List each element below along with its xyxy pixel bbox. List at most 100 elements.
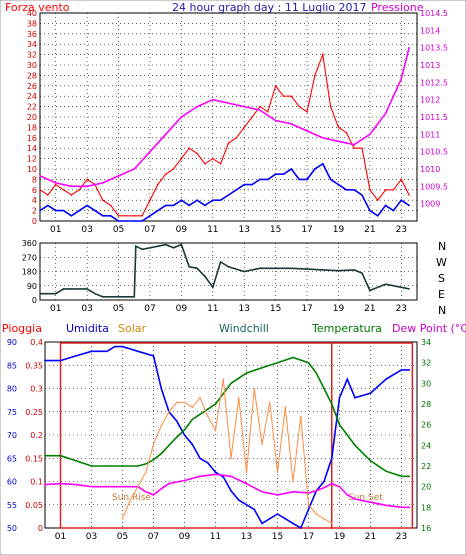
chart3-series-dewpoint-point-9 <box>160 487 163 490</box>
chart3-series-dewpoint-point-25 <box>354 498 356 500</box>
chart1-left-tick-38: 38 <box>27 19 37 28</box>
chart3-series-temperatura-point-12 <box>183 429 186 431</box>
chart3-temp-tick-18: 18 <box>421 503 431 512</box>
chart1-series-pressure-point-11 <box>212 98 214 101</box>
chart1-series-pressure-point-5 <box>117 175 120 177</box>
chart1-series-gust-point-6 <box>86 178 88 181</box>
chart3-rain-tick-0.25: 0.25 <box>25 408 43 417</box>
chart1-series-pressure-point-6 <box>133 168 136 170</box>
chart3-series-humidity-point-20 <box>245 504 248 506</box>
chart3-series-dewpoint-point-7 <box>145 491 147 493</box>
chart3-temp-tick-28: 28 <box>421 400 431 409</box>
chart1-series-gust-point-34 <box>306 111 308 113</box>
chart3-xtick-19: 19 <box>334 532 346 542</box>
chart3-series-temperatura-point-19 <box>238 377 240 380</box>
chart3-series-temperatura-point-15 <box>207 408 209 411</box>
chart1-series-wind-point-9 <box>109 215 112 217</box>
chart3-series-humidity-point-1 <box>59 359 62 362</box>
chart3-series-solar-point-15 <box>238 397 240 399</box>
chart1-left-tick-18: 18 <box>27 123 37 132</box>
chart2-series-direction-point-17 <box>204 275 206 278</box>
chart2-series-direction-point-19 <box>219 261 222 263</box>
chart1-series-pressure-point-18 <box>322 137 324 139</box>
chart3-series-humidity-point-17 <box>222 476 225 478</box>
legend-windchill: Windchill <box>219 322 269 335</box>
chart3-series-temperatura-point-14 <box>199 413 201 416</box>
chart1-xtick-09: 09 <box>176 225 188 235</box>
chart3-series-temperatura-point-27 <box>331 403 333 405</box>
legend-dewpoint: Dew Point (°C) <box>392 322 466 335</box>
chart1-series-pressure-point-20 <box>353 143 356 146</box>
chart1-series-wind <box>39 162 410 222</box>
chart1-left-tick-22: 22 <box>27 103 37 112</box>
chart1-series-pressure-point-12 <box>227 102 230 104</box>
compass-w: W <box>436 256 447 269</box>
chart1-left-tick-28: 28 <box>27 71 37 80</box>
chart3-temp-tick-32: 32 <box>421 359 431 368</box>
chart2-series-direction-point-33 <box>408 288 410 290</box>
chart3-xtick-13: 13 <box>241 532 252 542</box>
chart3-series-solar <box>122 379 333 524</box>
chart2-series-direction-point-0 <box>39 292 41 295</box>
chart2-series-direction-point-16 <box>196 267 198 270</box>
chart1-series-wind-point-43 <box>376 215 379 217</box>
chart2-series-direction-point-27 <box>337 269 340 272</box>
chart3-series-dewpoint-point-0 <box>44 483 46 486</box>
chart1-series-wind-point-11 <box>125 220 128 222</box>
chart1-series-pressure-point-8 <box>164 133 167 136</box>
chart1-left-tick-2: 2 <box>32 207 37 216</box>
chart1-series-wind-point-42 <box>369 209 371 212</box>
chart1-series-pressure-point-16 <box>290 123 293 125</box>
chart1-series-wind-point-40 <box>353 189 356 191</box>
chart1-series-pressure-point-4 <box>102 182 104 184</box>
chart2-series-direction-point-31 <box>384 283 387 286</box>
chart3-temp-tick-26: 26 <box>421 421 431 430</box>
chart1-series-wind-point-33 <box>298 178 301 181</box>
chart1-series-gust-point-11 <box>125 215 128 217</box>
chart1-xtick-23: 23 <box>396 225 407 235</box>
chart3-humidity-tick-80: 80 <box>7 385 17 394</box>
chart3-series-solar-point-20 <box>276 471 279 474</box>
chart3-series-humidity-point-34 <box>354 397 356 399</box>
chart3-series-dewpoint-point-15 <box>245 482 248 485</box>
chart2-left-tick-180: 180 <box>22 268 37 277</box>
chart1-series-wind-point-38 <box>337 183 340 186</box>
chart2-series-direction-point-24 <box>290 267 293 270</box>
chart1-series-gust-point-42 <box>369 189 371 191</box>
chart1-series-wind-point-1 <box>47 204 49 207</box>
chart3-series-solar-point-8 <box>183 401 186 404</box>
chart2-series-direction-point-2 <box>62 288 65 290</box>
chart1-series-wind-point-32 <box>290 168 293 170</box>
chart1-left-tick-34: 34 <box>27 40 37 49</box>
chart2-xtick-05: 05 <box>113 304 124 314</box>
chart3-series-dewpoint-point-23 <box>338 485 341 488</box>
chart1-series-wind-point-47 <box>408 204 410 207</box>
chart3-series-temperatura-point-24 <box>307 361 310 364</box>
chart2-xtick-17: 17 <box>301 304 312 314</box>
chart1-series-gust-point-17 <box>172 168 175 170</box>
chart1-series-gust-point-36 <box>322 53 324 56</box>
chart3-series-temperatura-point-10 <box>168 444 170 447</box>
chart2-series-direction-point-25 <box>306 268 308 270</box>
chart1-series-wind-point-30 <box>274 173 277 175</box>
chart3-series-solar-point-26 <box>323 517 325 520</box>
chart3-series-humidity-point-0 <box>44 359 46 362</box>
chart1-series-gust-point-20 <box>196 152 198 155</box>
chart1-left-tick-24: 24 <box>27 92 37 101</box>
chart3-series-temperatura-point-4 <box>106 465 108 467</box>
chart1-xtick-21: 21 <box>364 225 375 235</box>
chart1-right-label: Pressione <box>371 1 424 14</box>
chart1-right-tick-1011.5: 1011.5 <box>420 113 448 122</box>
chart3-humidity-tick-50: 50 <box>7 524 17 533</box>
chart3-series-dewpoint-point-26 <box>369 501 372 504</box>
chart2-series-direction-point-12 <box>164 243 167 246</box>
chart1-series-wind-point-7 <box>94 209 96 212</box>
chart1-series-wind-point-16 <box>164 204 167 207</box>
chart3-series-solar-point-16 <box>245 471 248 474</box>
chart3-series-dewpoint-point-10 <box>168 482 170 485</box>
chart1-right-tick-1009: 1009 <box>420 200 440 209</box>
chart1-series-gust-point-40 <box>353 147 356 149</box>
chart3-series-temperatura-point-20 <box>245 372 248 374</box>
chart1-series-wind-point-23 <box>219 199 222 201</box>
chart3-xtick-21: 21 <box>365 532 376 542</box>
